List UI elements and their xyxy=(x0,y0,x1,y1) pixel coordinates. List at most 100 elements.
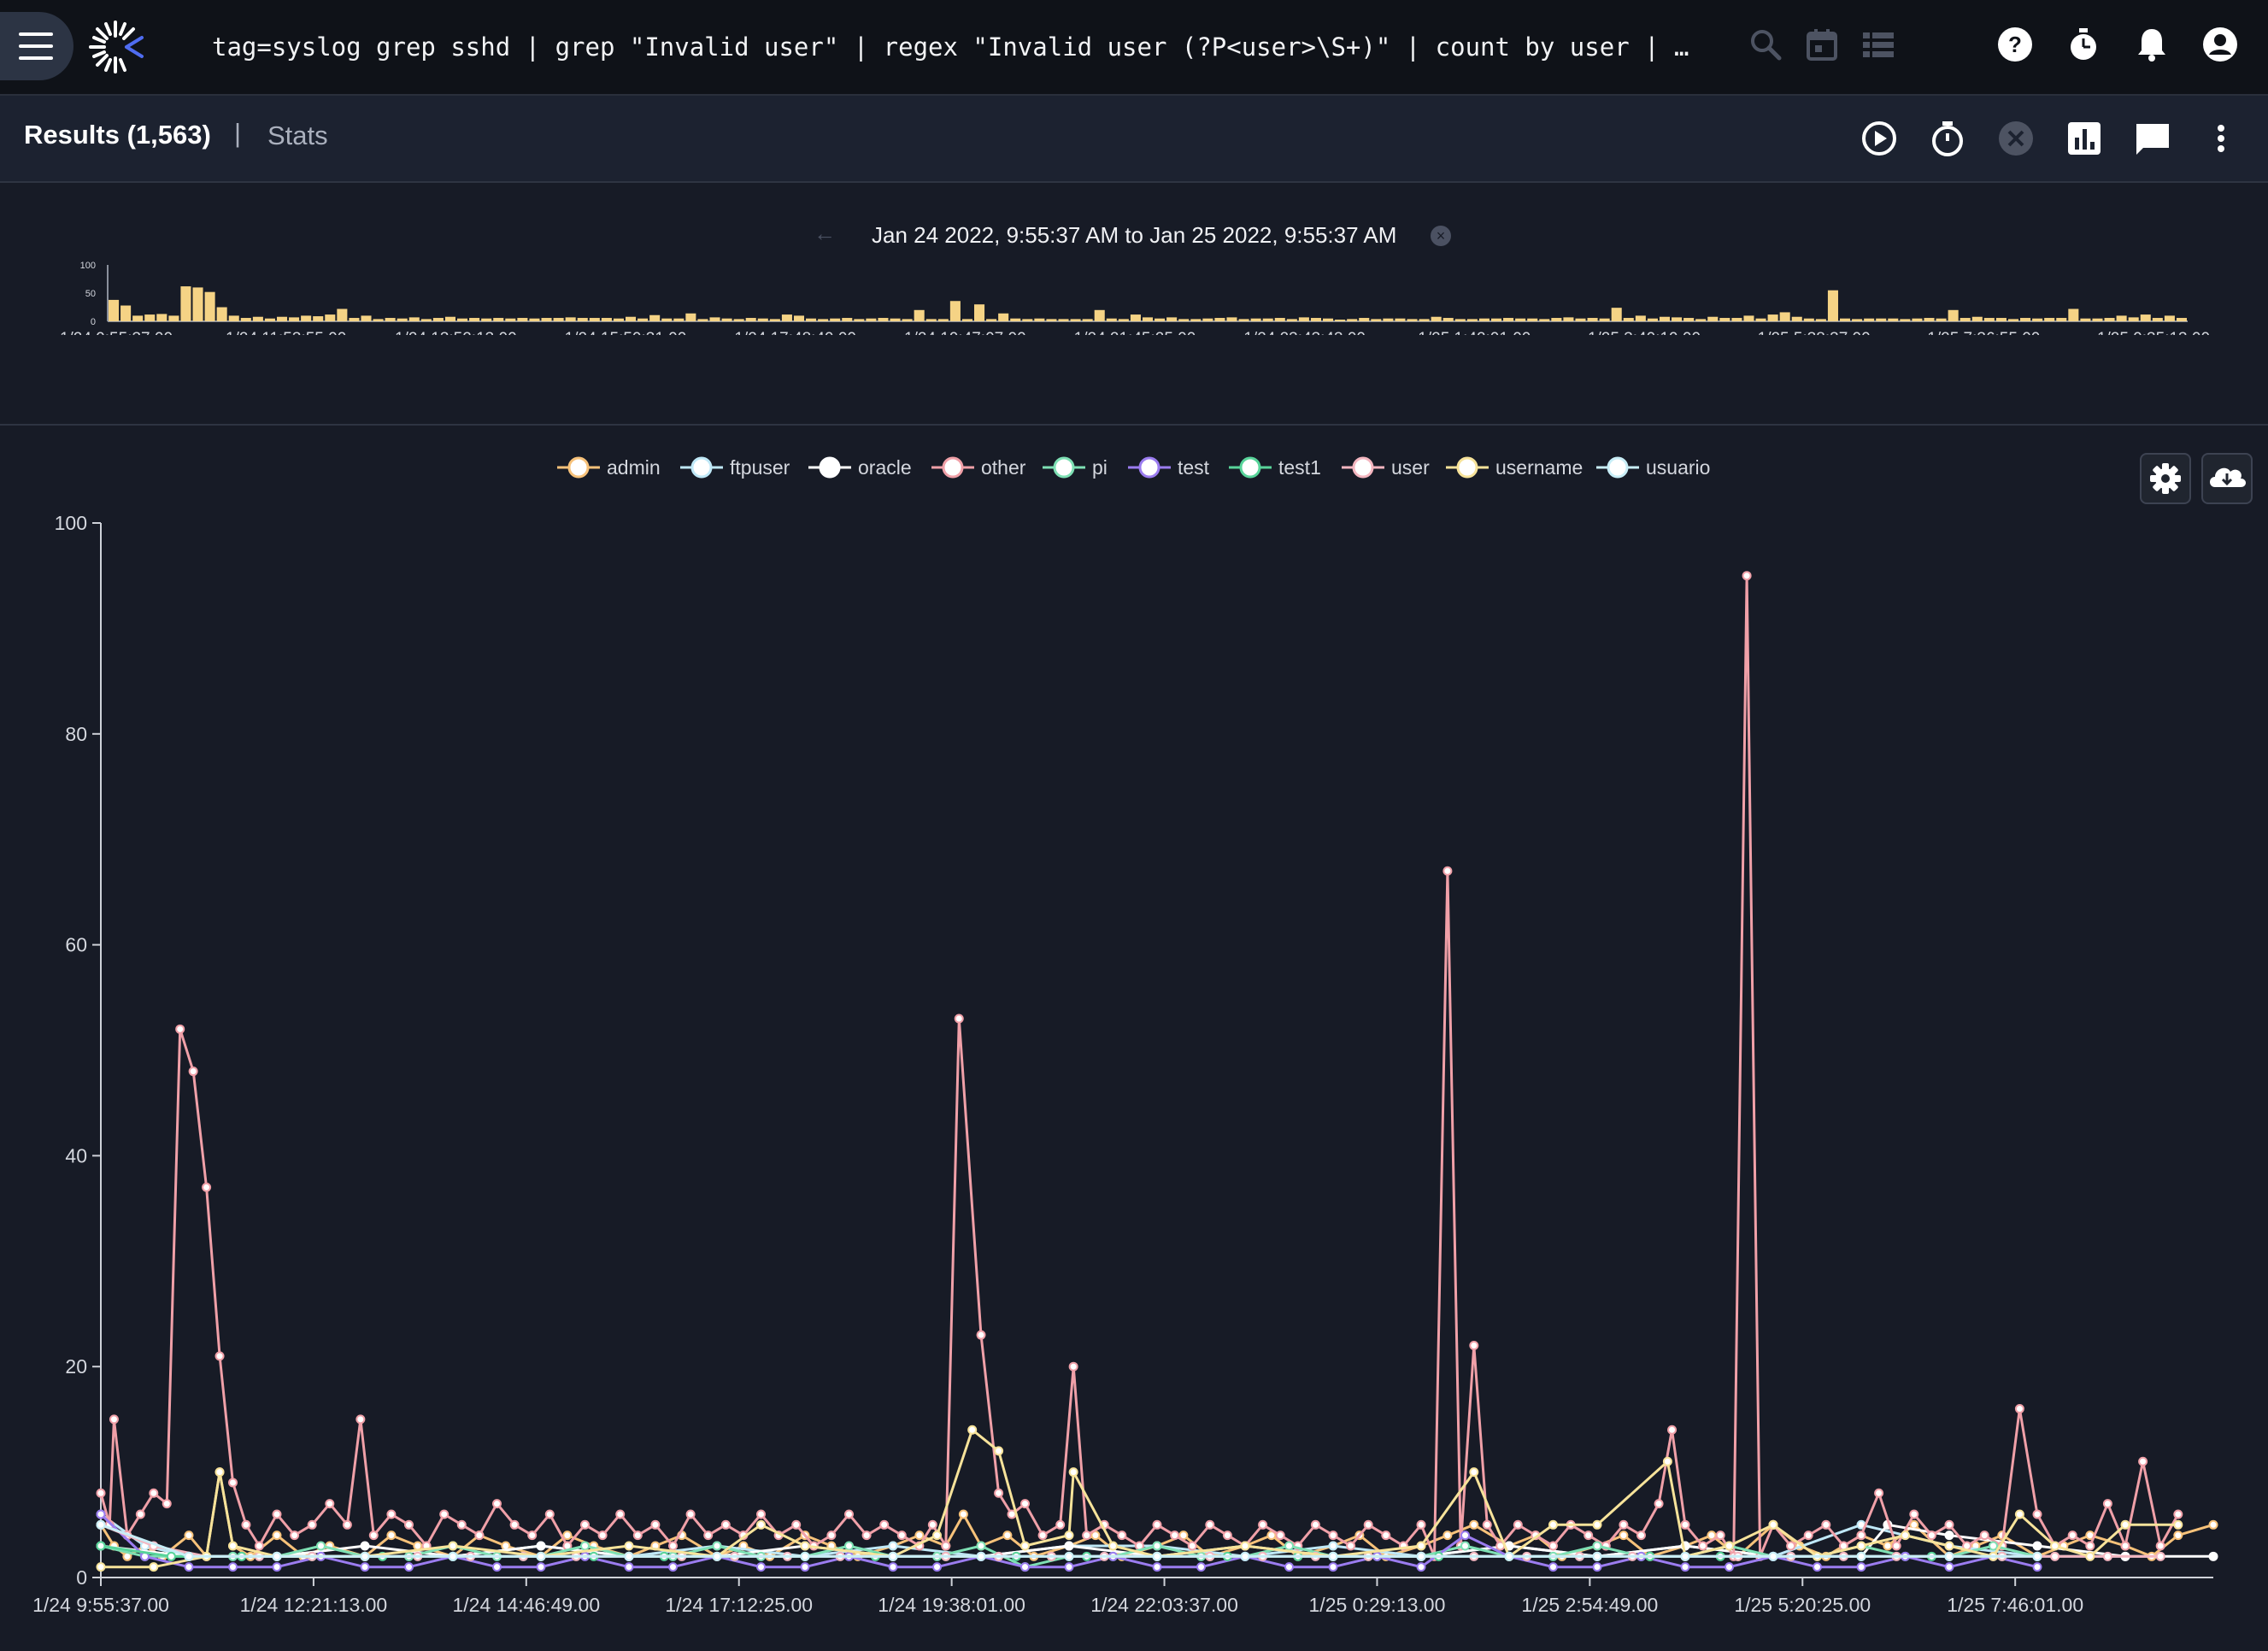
data-point[interactable] xyxy=(1068,1467,1078,1478)
data-point[interactable] xyxy=(96,1488,106,1498)
timeline-bar[interactable] xyxy=(1551,318,1562,321)
data-point[interactable] xyxy=(184,1562,194,1572)
comment-icon[interactable] xyxy=(2133,119,2172,158)
timeline-bar[interactable] xyxy=(1912,318,1923,321)
data-point[interactable] xyxy=(994,1488,1004,1498)
data-point[interactable] xyxy=(1592,1519,1602,1530)
timeline-bar[interactable] xyxy=(1515,318,1526,321)
data-point[interactable] xyxy=(1416,1541,1426,1551)
data-point[interactable] xyxy=(650,1519,661,1530)
data-point[interactable] xyxy=(1152,1551,1162,1561)
cancel-icon[interactable] xyxy=(1996,119,2036,158)
bell-icon[interactable] xyxy=(2133,26,2171,63)
timeline-bar[interactable] xyxy=(264,318,275,321)
data-point[interactable] xyxy=(800,1551,810,1561)
data-point[interactable] xyxy=(1654,1499,1664,1509)
timeline-bar[interactable] xyxy=(529,318,540,321)
data-point[interactable] xyxy=(2120,1541,2130,1551)
timeline-bar[interactable] xyxy=(986,319,997,321)
data-point[interactable] xyxy=(888,1551,898,1561)
timeline-bar[interactable] xyxy=(1707,316,1719,321)
data-point[interactable] xyxy=(1592,1562,1602,1572)
data-point[interactable] xyxy=(1592,1551,1602,1561)
data-point[interactable] xyxy=(448,1551,458,1561)
list-icon[interactable] xyxy=(1860,26,1897,63)
timeline-bar[interactable] xyxy=(1779,312,1790,321)
data-point[interactable] xyxy=(1284,1562,1294,1572)
data-point[interactable] xyxy=(2085,1541,2095,1551)
data-point[interactable] xyxy=(149,1488,159,1498)
play-icon[interactable] xyxy=(1860,119,1899,158)
data-point[interactable] xyxy=(290,1531,300,1541)
data-point[interactable] xyxy=(2208,1551,2218,1561)
timeline-bar[interactable] xyxy=(408,317,420,321)
timeline-bar[interactable] xyxy=(1106,318,1117,321)
data-point[interactable] xyxy=(624,1541,634,1551)
timeline-bar[interactable] xyxy=(1082,319,1093,321)
data-point[interactable] xyxy=(1469,1341,1479,1351)
data-point[interactable] xyxy=(1883,1541,1893,1551)
data-point[interactable] xyxy=(325,1499,335,1509)
timeline-bar[interactable] xyxy=(1155,318,1166,321)
data-point[interactable] xyxy=(668,1541,678,1551)
data-point[interactable] xyxy=(826,1531,837,1541)
timeline-bar[interactable] xyxy=(1876,318,1887,321)
data-point[interactable] xyxy=(1680,1562,1690,1572)
data-point[interactable] xyxy=(228,1541,238,1551)
timeline-bar[interactable] xyxy=(577,318,588,321)
timeline-bar[interactable] xyxy=(1395,318,1406,321)
data-point[interactable] xyxy=(2014,1509,2024,1519)
timeline-bar[interactable] xyxy=(1575,318,1586,321)
timeline-bar[interactable] xyxy=(1719,318,1730,321)
chart-icon[interactable] xyxy=(2065,119,2104,158)
timeline-bar[interactable] xyxy=(1226,317,1237,321)
data-point[interactable] xyxy=(1926,1531,1936,1541)
tab-results[interactable]: Results (1,563) xyxy=(24,120,211,150)
data-point[interactable] xyxy=(404,1562,414,1572)
timeline-bar[interactable] xyxy=(168,315,179,321)
data-point[interactable] xyxy=(800,1541,810,1551)
data-point[interactable] xyxy=(1152,1562,1162,1572)
timeline-bar[interactable] xyxy=(806,318,817,321)
timeline-bar[interactable] xyxy=(337,308,348,321)
data-point[interactable] xyxy=(509,1519,520,1530)
account-icon[interactable] xyxy=(2201,26,2239,63)
timeline-bar[interactable] xyxy=(890,318,901,321)
timeline-bar[interactable] xyxy=(697,319,708,321)
data-point[interactable] xyxy=(254,1541,264,1551)
timeline-bar[interactable] xyxy=(721,318,732,321)
data-point[interactable] xyxy=(1460,1541,1470,1551)
data-point[interactable] xyxy=(879,1519,890,1530)
timeline-bar[interactable] xyxy=(228,315,239,321)
timeline-bar[interactable] xyxy=(1936,318,1947,321)
data-point[interactable] xyxy=(135,1509,145,1519)
timeline-bar[interactable] xyxy=(745,318,756,321)
data-point[interactable] xyxy=(536,1562,546,1572)
timeline-bar[interactable] xyxy=(781,314,792,321)
data-point[interactable] xyxy=(2032,1562,2042,1572)
timeline-bar[interactable] xyxy=(878,318,889,321)
logo[interactable] xyxy=(84,15,147,79)
data-point[interactable] xyxy=(1108,1541,1118,1551)
data-point[interactable] xyxy=(756,1509,766,1519)
data-point[interactable] xyxy=(1482,1519,1492,1530)
timeline-bar[interactable] xyxy=(192,287,203,321)
data-point[interactable] xyxy=(1275,1531,1285,1541)
chart-download-button[interactable] xyxy=(2201,453,2253,504)
timeline-bar[interactable] xyxy=(301,315,312,321)
timeline-bar[interactable] xyxy=(1995,318,2007,321)
timeline-bar[interactable] xyxy=(1888,318,1899,321)
timeline-bar[interactable] xyxy=(1046,319,1057,321)
data-point[interactable] xyxy=(1020,1499,1030,1509)
query-input[interactable]: tag=syslog grep sshd | grep "Invalid use… xyxy=(212,32,1699,62)
tab-stats[interactable]: Stats xyxy=(267,120,328,150)
help-icon[interactable]: ? xyxy=(1996,26,2034,63)
data-point[interactable] xyxy=(536,1551,546,1561)
data-point[interactable] xyxy=(861,1531,872,1541)
timeline-bar[interactable] xyxy=(2068,308,2079,321)
timeline-bar[interactable] xyxy=(1563,317,1574,321)
close-icon[interactable]: × xyxy=(1431,226,1451,246)
timeline-bar[interactable] xyxy=(349,318,360,321)
data-point[interactable] xyxy=(1583,1531,1594,1541)
data-point[interactable] xyxy=(932,1562,942,1572)
